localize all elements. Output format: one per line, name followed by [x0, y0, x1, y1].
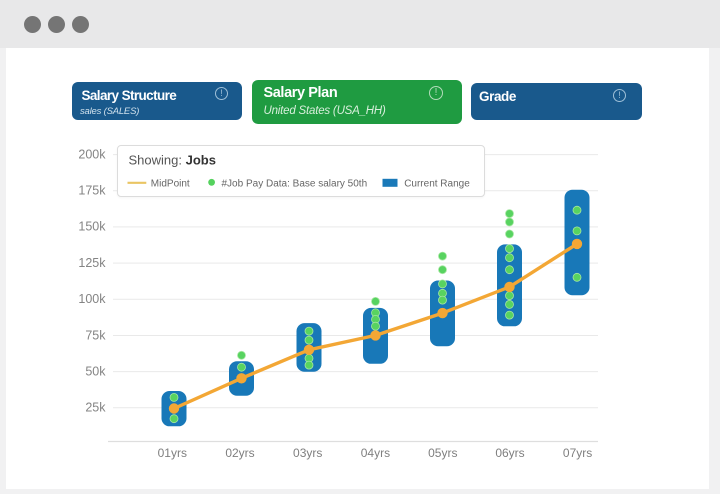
svg-text:75k: 75k	[85, 328, 106, 342]
svg-text:200k: 200k	[78, 147, 106, 161]
svg-text:125k: 125k	[78, 256, 106, 270]
svg-text:01yrs: 01yrs	[158, 446, 187, 460]
svg-text:150k: 150k	[78, 220, 106, 234]
svg-text:02yrs: 02yrs	[225, 446, 254, 460]
svg-text:50k: 50k	[85, 364, 106, 378]
svg-text:03yrs: 03yrs	[293, 446, 322, 460]
svg-text:07yrs: 07yrs	[563, 446, 592, 460]
svg-text:05yrs: 05yrs	[428, 446, 457, 460]
svg-text:06yrs: 06yrs	[495, 446, 524, 460]
svg-text:100k: 100k	[78, 292, 106, 306]
svg-text:25k: 25k	[85, 401, 106, 415]
svg-text:04yrs: 04yrs	[361, 446, 390, 460]
svg-text:175k: 175k	[78, 184, 106, 198]
